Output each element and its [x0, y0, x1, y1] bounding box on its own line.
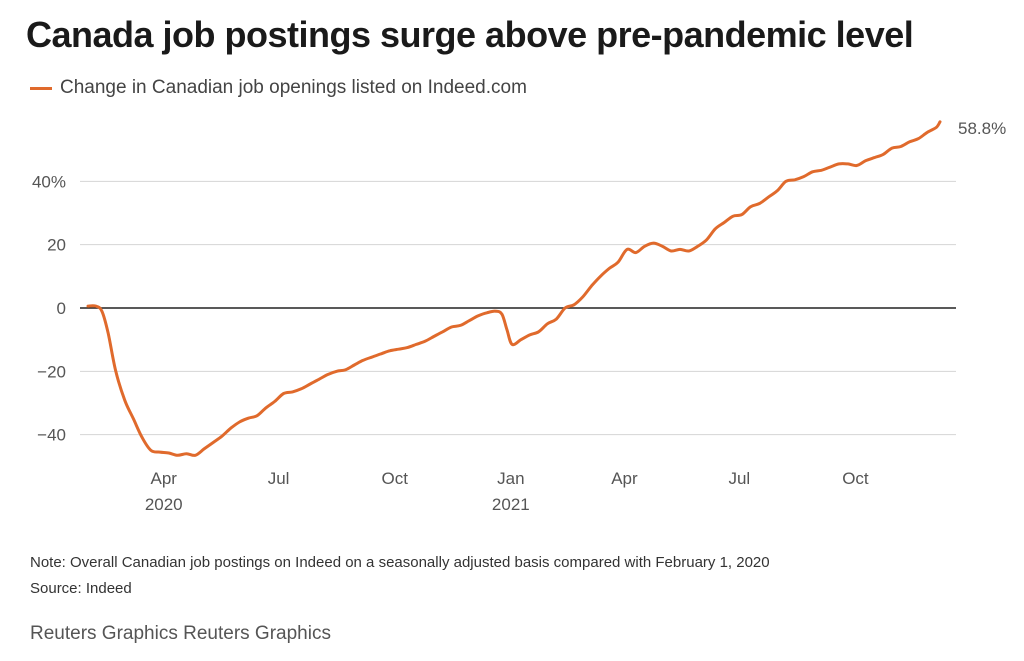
chart-title: Canada job postings surge above pre-pand…: [26, 14, 914, 55]
note-text: Note: Overall Canadian job postings on I…: [30, 554, 770, 571]
chart-notes: Note: Overall Canadian job postings on I…: [30, 550, 770, 602]
y-tick-label: −20: [37, 362, 66, 381]
x-tick-label: Oct: [842, 469, 869, 488]
legend-label: Change in Canadian job openings listed o…: [60, 77, 527, 98]
y-tick-label: 20: [47, 236, 66, 255]
legend-swatch: [30, 86, 52, 90]
y-axis: 40% 20 0 −20 −40: [32, 172, 66, 444]
source-text: Source: Indeed: [30, 580, 132, 597]
x-tick-label: Jan: [497, 469, 524, 488]
y-tick-label: 0: [57, 299, 66, 318]
x-tick-year-label: 2020: [145, 495, 183, 514]
legend: Change in Canadian job openings listed o…: [30, 77, 527, 99]
credit-text: Reuters Graphics Reuters Graphics: [30, 623, 331, 644]
y-tick-label: 40%: [32, 172, 66, 191]
x-tick-label: Jul: [268, 469, 290, 488]
x-tick-label: Oct: [381, 469, 408, 488]
y-tick-label: −40: [37, 426, 66, 445]
x-axis: Apr 2020 Jul Oct Jan 2021 Apr Jul Oct: [145, 469, 869, 514]
series-line: [86, 120, 942, 457]
end-value-label: 58.8%: [958, 119, 1006, 138]
x-tick-year-label: 2021: [492, 495, 530, 514]
x-tick-label: Apr: [150, 469, 177, 488]
x-tick-label: Apr: [611, 469, 638, 488]
gridlines: [80, 180, 956, 436]
x-tick-label: Jul: [728, 469, 750, 488]
series: 58.8%: [86, 119, 1006, 457]
